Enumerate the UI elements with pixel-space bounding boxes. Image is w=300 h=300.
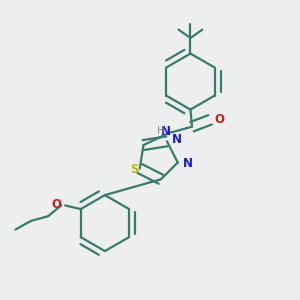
Text: N: N bbox=[172, 133, 182, 146]
Text: S: S bbox=[130, 163, 139, 176]
Text: N: N bbox=[183, 157, 193, 169]
Text: O: O bbox=[51, 198, 62, 211]
Text: O: O bbox=[214, 113, 224, 126]
Text: N: N bbox=[160, 125, 170, 139]
Text: H: H bbox=[157, 126, 165, 136]
